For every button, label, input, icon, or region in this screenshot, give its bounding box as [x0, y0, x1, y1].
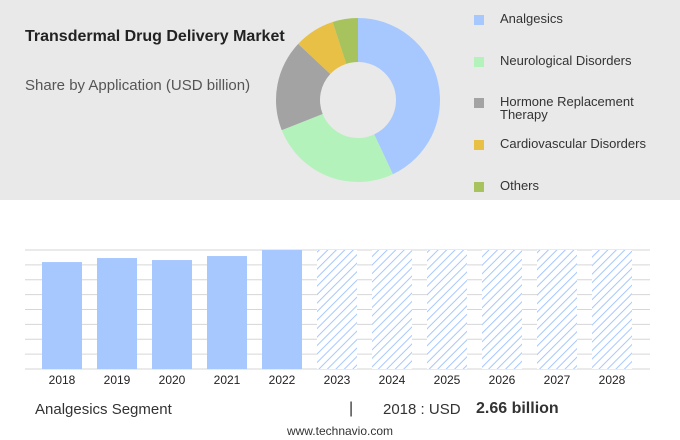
- x-tick-label: 2028: [599, 373, 626, 387]
- legend-swatch: [474, 182, 484, 192]
- x-tick-label: 2027: [544, 373, 571, 387]
- pie-slice: [281, 113, 393, 182]
- bar: [262, 250, 302, 369]
- x-tick-label: 2018: [49, 373, 76, 387]
- pie-slice: [298, 22, 347, 74]
- legend-swatch: [474, 15, 484, 25]
- forecast-placeholder: [427, 250, 467, 369]
- chart-title: Transdermal Drug Delivery Market: [25, 28, 285, 45]
- bar: [207, 256, 247, 369]
- footer-source: www.technavio.com: [286, 424, 394, 438]
- footer-segment: Analgesics Segment: [35, 401, 172, 418]
- pie-slice: [358, 18, 440, 175]
- footer-year: 2018 : USD: [383, 401, 461, 418]
- forecast-placeholder: [317, 250, 357, 369]
- forecast-placeholder: [482, 250, 522, 369]
- legend-label: Others: [500, 178, 540, 193]
- footer-value: 2.66 billion: [476, 400, 559, 417]
- pie-slice: [332, 18, 358, 64]
- legend-swatch: [474, 57, 484, 67]
- forecast-placeholder: [372, 250, 412, 369]
- pie-slice: [276, 43, 331, 131]
- x-tick-label: 2021: [214, 373, 241, 387]
- legend-label: Neurological Disorders: [500, 53, 632, 68]
- legend-swatch: [474, 140, 484, 150]
- legend-swatch: [474, 98, 484, 108]
- x-tick-label: 2022: [269, 373, 296, 387]
- x-tick-label: 2025: [434, 373, 461, 387]
- forecast-placeholder: [592, 250, 632, 369]
- x-tick-label: 2023: [324, 373, 351, 387]
- bar: [152, 260, 192, 369]
- chart-subtitle: Share by Application (USD billion): [25, 77, 251, 94]
- forecast-placeholder: [537, 250, 577, 369]
- legend-label: Analgesics: [500, 11, 563, 26]
- footer-separator: |: [349, 400, 354, 417]
- bar: [42, 262, 82, 369]
- legend-label: Cardiovascular Disorders: [500, 136, 646, 151]
- x-tick-label: 2026: [489, 373, 516, 387]
- x-tick-label: 2020: [159, 373, 186, 387]
- x-tick-label: 2019: [104, 373, 131, 387]
- x-tick-label: 2024: [379, 373, 406, 387]
- bar: [97, 258, 137, 369]
- legend-label: Hormone Replacement Therapy: [500, 94, 634, 122]
